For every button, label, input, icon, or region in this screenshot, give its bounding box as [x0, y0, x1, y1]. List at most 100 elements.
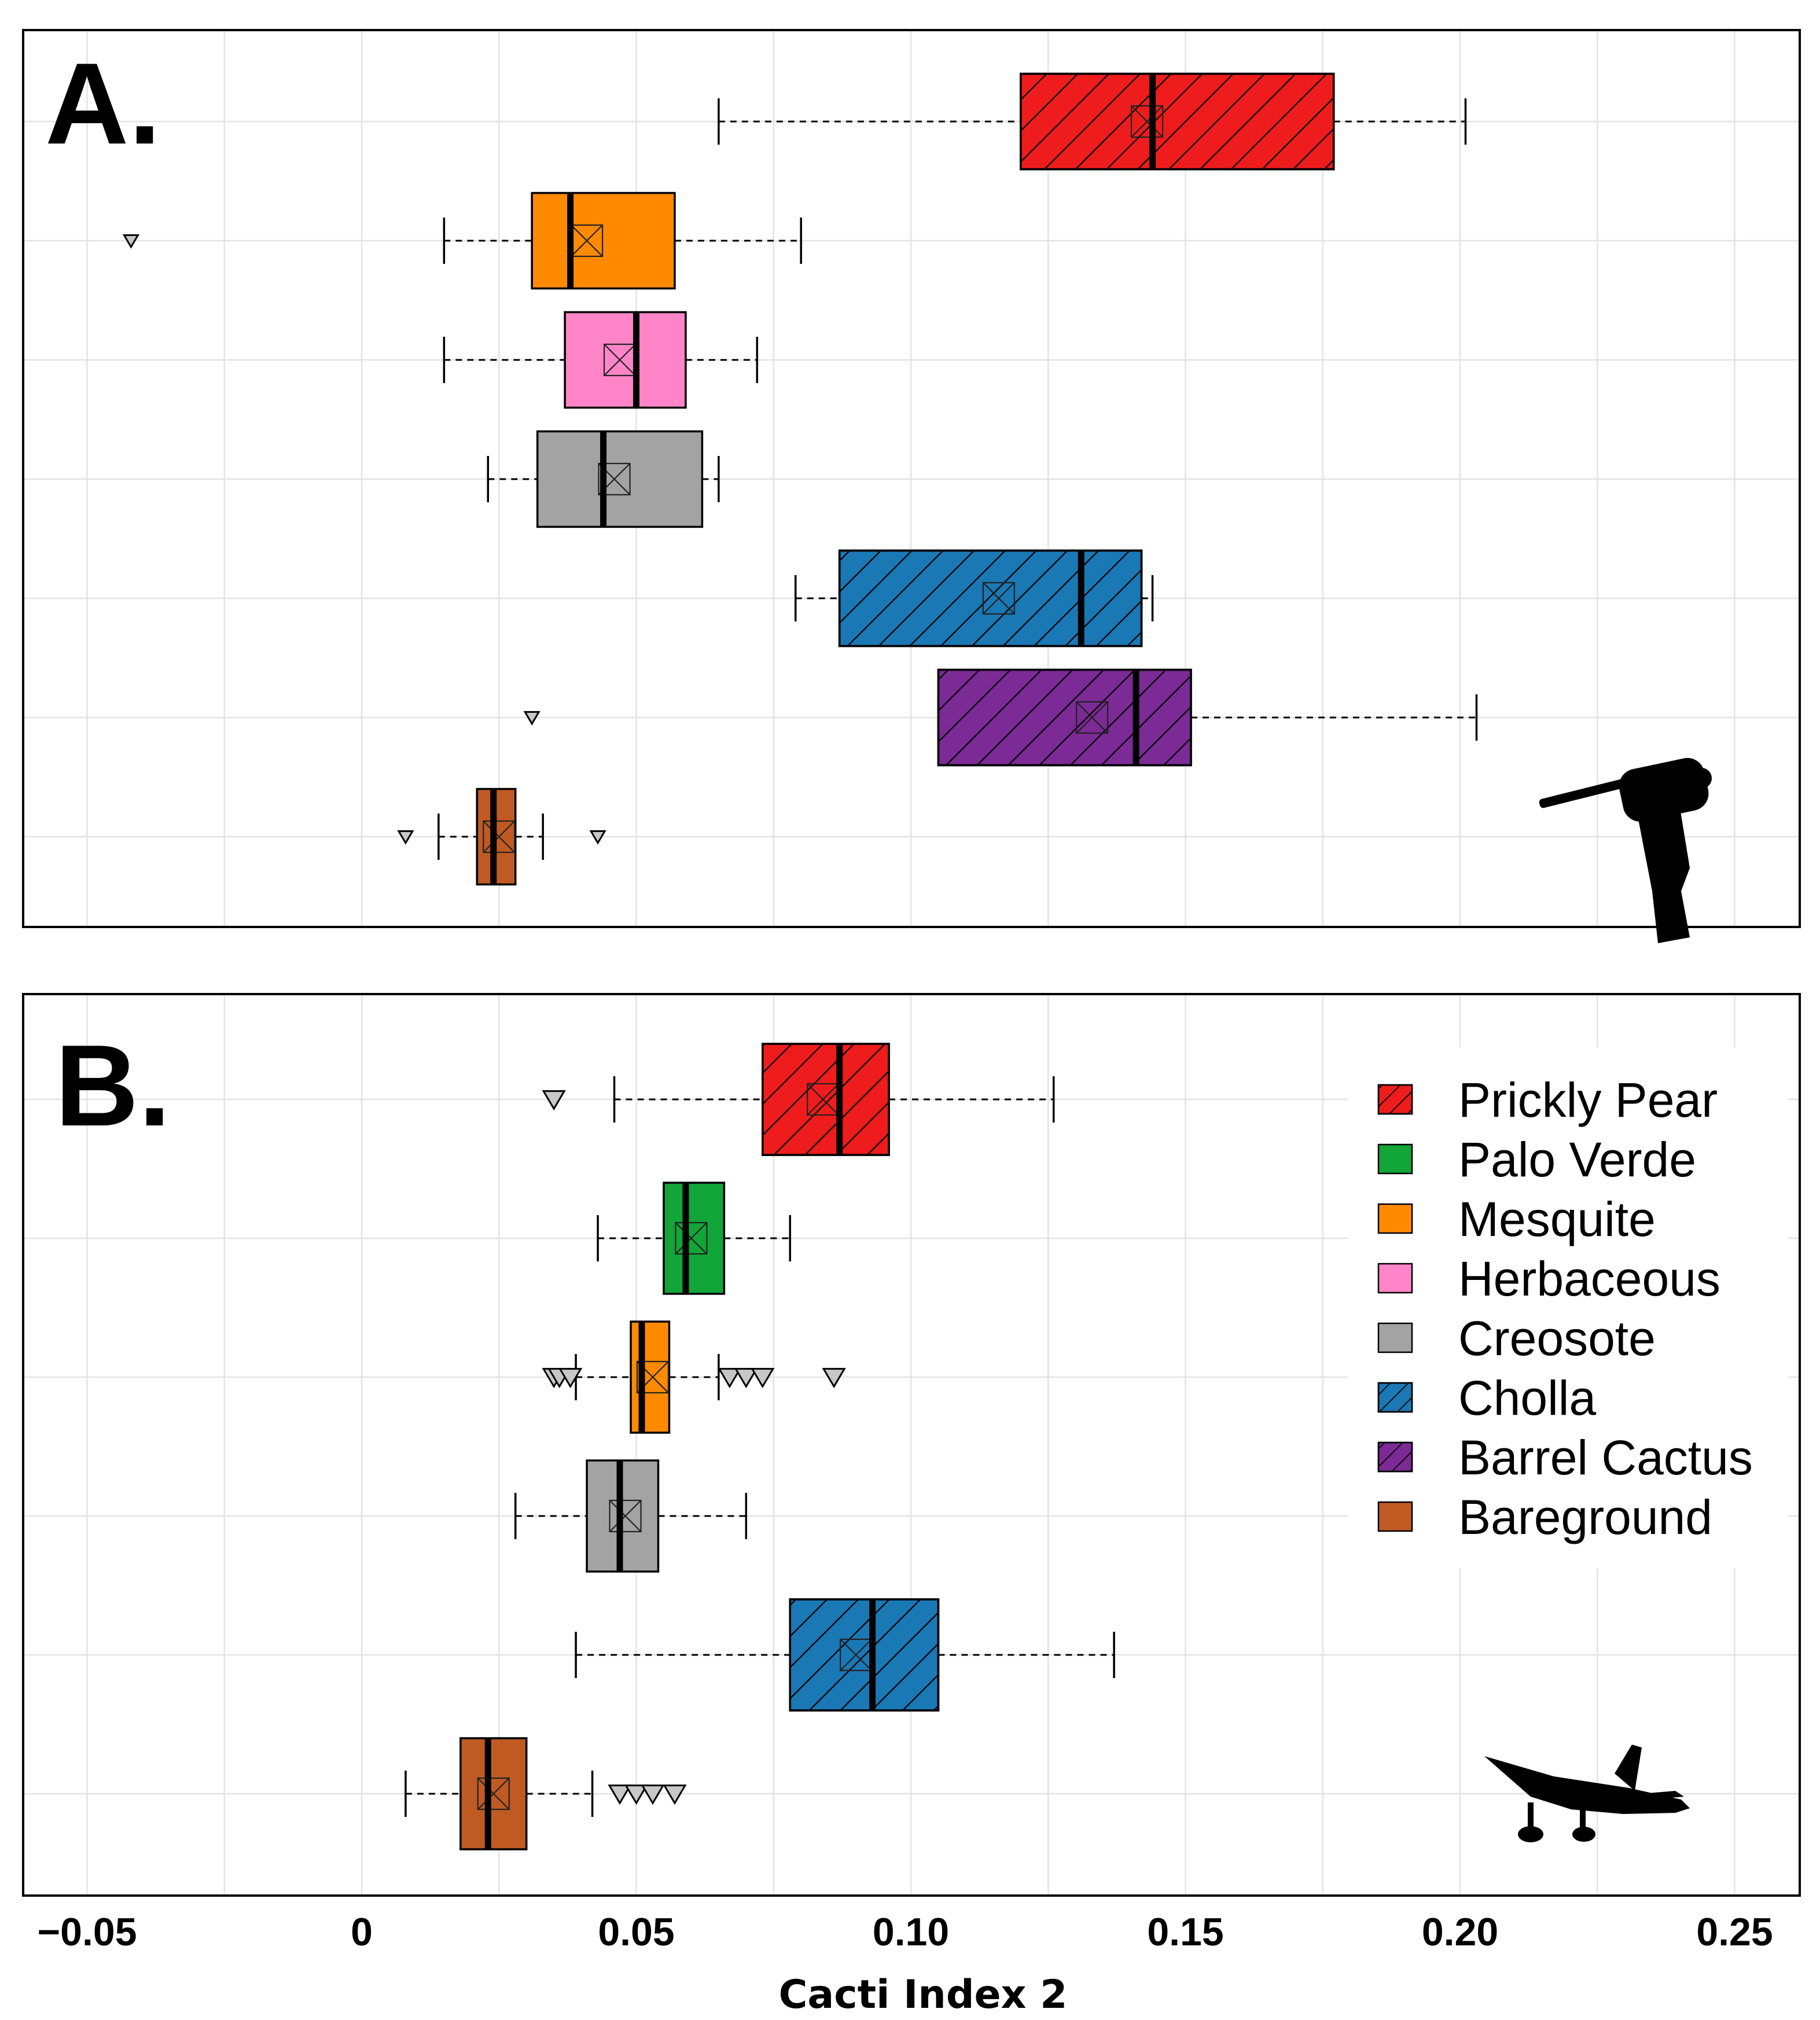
box-palo-verde	[597, 1182, 791, 1295]
airplane-icon	[1484, 1745, 1690, 1842]
mean-marker-diagonal	[983, 582, 1015, 615]
outlier-point	[523, 711, 541, 726]
x-tick-label: 0.05	[598, 1910, 674, 1954]
legend-label: Prickly Pear	[1458, 1073, 1718, 1127]
outlier-point	[589, 830, 606, 845]
box-iqr	[663, 1182, 726, 1295]
outlier-point	[122, 234, 140, 249]
box-cholla	[575, 1598, 1115, 1712]
outlier-point	[751, 1368, 775, 1389]
legend-swatch	[1377, 1263, 1413, 1294]
legend-item-herbaceous: Herbaceous	[1377, 1252, 1720, 1306]
legend-background	[1348, 1047, 1788, 1568]
mean-marker-diagonal	[609, 1500, 642, 1532]
outlier-point	[734, 1368, 758, 1389]
box-hatch	[937, 668, 1192, 767]
panel-b-label: B.	[55, 1021, 171, 1150]
mean-marker-diagonal	[571, 225, 603, 257]
handheld-spectrometer-icon	[1539, 757, 1712, 943]
box-iqr	[531, 192, 676, 290]
box-herbaceous	[443, 311, 759, 409]
mean-marker	[675, 1221, 708, 1255]
outlier-point	[718, 1368, 742, 1389]
outlier-point	[542, 1090, 566, 1111]
legend-swatch	[1377, 1203, 1413, 1234]
box-iqr	[536, 430, 704, 528]
legend-label: Cholla	[1458, 1371, 1596, 1425]
panel-a: A.	[22, 29, 1801, 943]
legend-item-cholla: Cholla	[1377, 1371, 1596, 1425]
legend-swatch-hatch	[1377, 1441, 1413, 1473]
box-prickly-pear	[718, 72, 1467, 171]
box-hatch	[789, 1598, 940, 1712]
mean-marker	[598, 462, 631, 496]
legend-swatch	[1377, 1322, 1413, 1353]
outlier-point	[558, 1368, 583, 1389]
mean-marker-diagonal	[477, 1778, 510, 1810]
mean-marker	[636, 1360, 670, 1394]
x-tick-label: 0.15	[1147, 1910, 1223, 1954]
legend-label: Creosote	[1458, 1311, 1656, 1366]
mean-marker-diagonal	[675, 1222, 708, 1254]
x-axis-title: Cacti Index 2	[779, 1972, 1068, 2018]
legend-swatch	[1377, 1501, 1413, 1532]
mean-marker	[483, 820, 516, 853]
legend-label: Barrel Cactus	[1458, 1430, 1753, 1485]
box-prickly-pear	[542, 1043, 1055, 1156]
mean-marker	[1130, 105, 1164, 138]
x-axis: −0.05 0 0.05 0.10 0.15 0.20 0.25 Cacti Index 2	[37, 1910, 1773, 2018]
box-iqr	[564, 311, 687, 409]
box-hatch	[1020, 72, 1335, 171]
mean-marker-diagonal	[840, 1639, 872, 1671]
mean-marker-diagonal	[807, 1083, 839, 1116]
outlier-point	[608, 1784, 632, 1805]
panel-b-boxes	[405, 1043, 1115, 1850]
box-creosote	[487, 430, 720, 528]
box-barrel-cactus	[523, 668, 1478, 767]
outlier-point	[663, 1784, 687, 1805]
mean-marker	[1076, 701, 1109, 734]
panel-a-boxes	[122, 72, 1478, 886]
mean-marker-diagonal	[1131, 105, 1163, 138]
legend-swatch	[1377, 1143, 1413, 1175]
box-hatch	[762, 1043, 890, 1156]
legend-item-barrel-cactus: Barrel Cactus	[1377, 1430, 1753, 1485]
box-mesquite	[122, 192, 802, 290]
x-tick-label: 0.20	[1422, 1910, 1498, 1954]
legend-label: Mesquite	[1458, 1192, 1656, 1246]
panel-a-label: A.	[45, 39, 161, 168]
box-bareground	[405, 1737, 687, 1850]
legend-label: Palo Verde	[1458, 1132, 1696, 1187]
x-tick-label: 0.10	[873, 1910, 949, 1954]
outlier-point	[641, 1784, 665, 1805]
box-cholla	[794, 549, 1154, 647]
legend-label: Bareground	[1458, 1490, 1712, 1544]
legend-label: Herbaceous	[1458, 1252, 1720, 1306]
mean-marker-diagonal	[604, 344, 636, 376]
box-hatch	[838, 549, 1143, 647]
box-mesquite	[542, 1320, 846, 1434]
outlier-point	[624, 1784, 649, 1805]
outlier-point	[397, 830, 414, 845]
mean-marker	[982, 582, 1015, 615]
mean-marker	[609, 1499, 642, 1533]
mean-marker	[477, 1777, 510, 1811]
outlier-point	[822, 1368, 846, 1389]
legend-swatch-hatch	[1377, 1084, 1413, 1115]
x-tick-label: 0.25	[1696, 1910, 1773, 1954]
mean-marker-diagonal	[483, 820, 516, 853]
legend-item-mesquite: Mesquite	[1377, 1192, 1656, 1246]
legend-item-prickly-pear: Prickly Pear	[1377, 1073, 1718, 1127]
box-bareground	[397, 788, 606, 886]
x-tick-label: 0	[351, 1910, 373, 1954]
legend-item-bareground: Bareground	[1377, 1490, 1712, 1544]
mean-marker-diagonal	[1076, 701, 1108, 734]
x-tick-label: −0.05	[37, 1910, 137, 1954]
legend-swatch-hatch	[1377, 1382, 1413, 1413]
legend-item-palo-verde: Palo Verde	[1377, 1132, 1696, 1187]
legend-item-creosote: Creosote	[1377, 1311, 1656, 1366]
box-creosote	[514, 1459, 748, 1573]
